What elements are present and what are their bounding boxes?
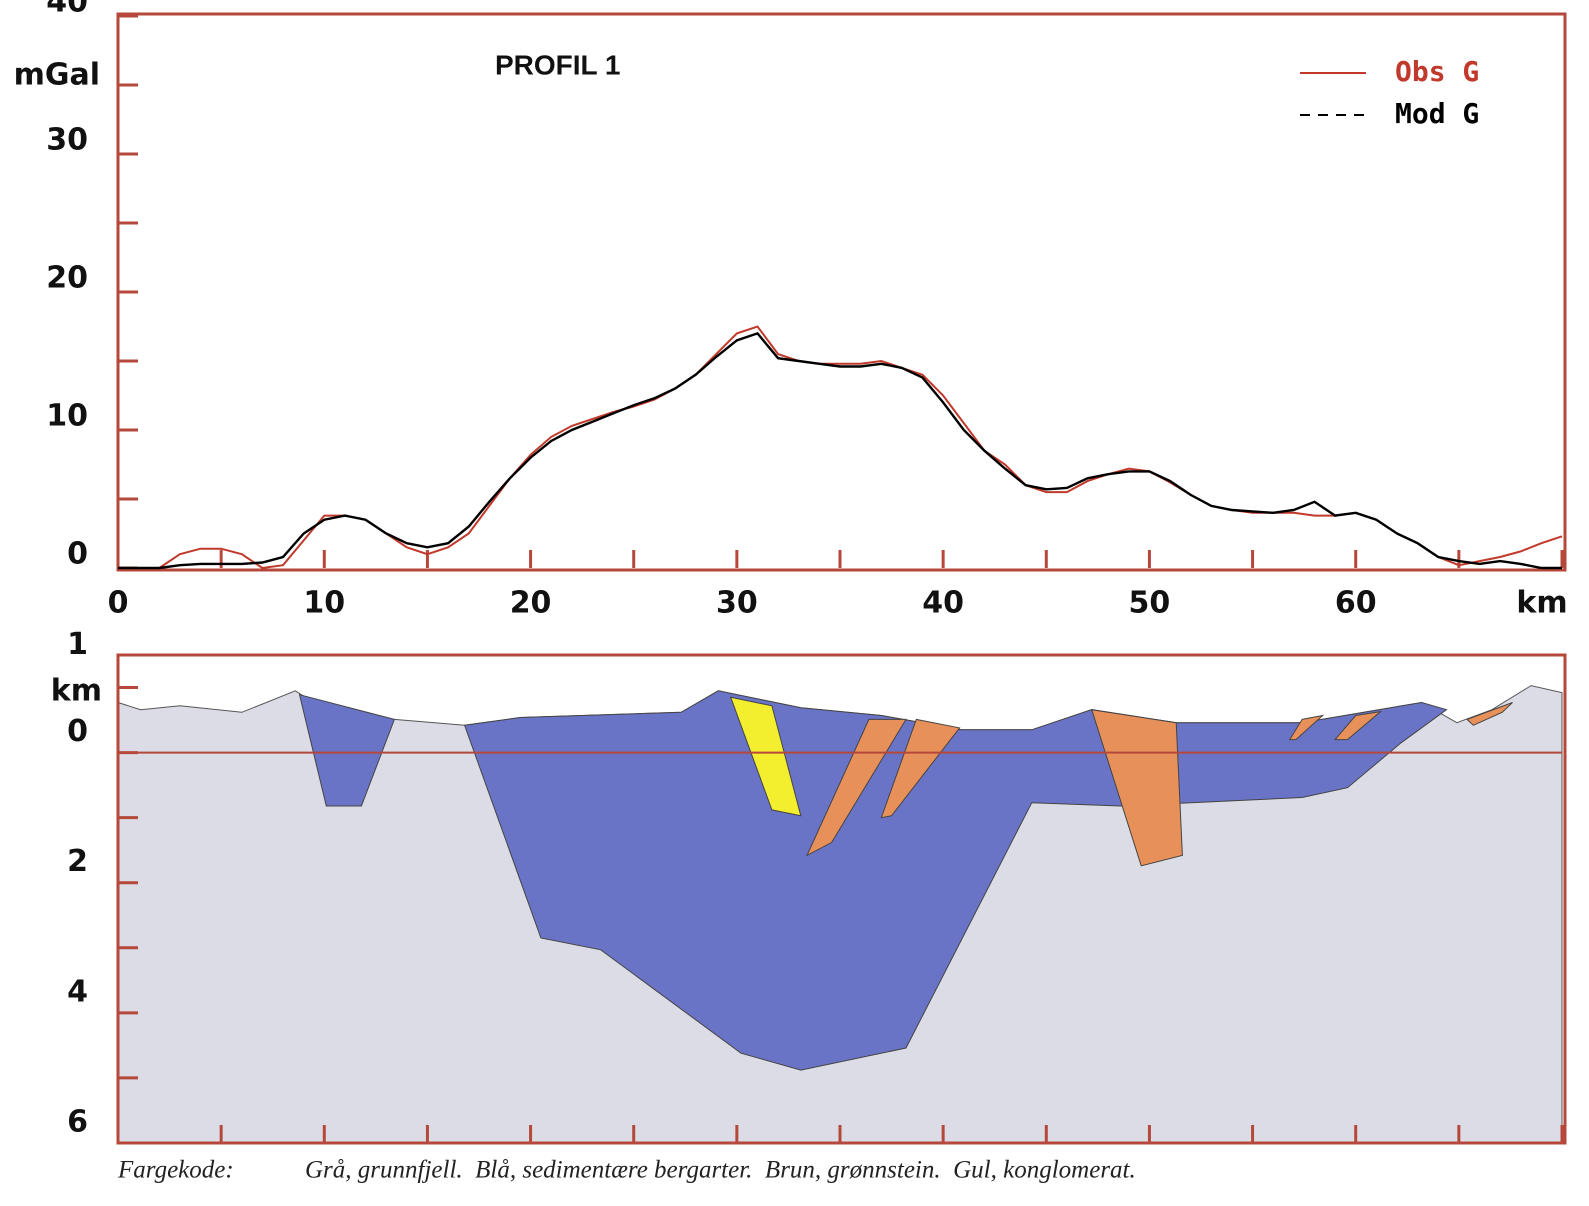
- y-tick-label: 6: [67, 1105, 88, 1140]
- x-tick-label: km: [1516, 586, 1567, 621]
- rock-body: [729, 696, 802, 817]
- y-tick-label: 30: [46, 123, 88, 158]
- rock-body: [298, 694, 396, 807]
- x-tick-label: 10: [303, 586, 345, 621]
- y-tick-label: 4: [67, 974, 88, 1009]
- legend-label: Obs G: [1395, 55, 1479, 88]
- rock-body: [1334, 710, 1383, 741]
- y-tick-label: 40: [46, 0, 88, 20]
- y-tick-label: 10: [46, 399, 88, 434]
- x-tick-label: 50: [1129, 586, 1171, 621]
- rock-body: [463, 690, 1448, 1071]
- y-tick-label: 0: [67, 714, 88, 749]
- y-tick-label: 1: [67, 627, 88, 662]
- series-line: [118, 325, 1563, 570]
- rock-body: [1288, 714, 1325, 741]
- y-axis-label: mGal: [14, 58, 100, 93]
- y-tick-label: 0: [67, 537, 88, 572]
- caption-text: Grå, grunnfjell. Blå, sedimentære bergar…: [305, 1157, 1136, 1184]
- y-tick-label: 20: [46, 261, 88, 296]
- caption-label: Fargekode:: [117, 1157, 234, 1184]
- x-tick-label: 40: [922, 586, 964, 621]
- x-tick-label: 0: [108, 586, 129, 621]
- rock-body: [880, 718, 961, 819]
- x-tick-label: 20: [510, 586, 552, 621]
- x-tick-label: 30: [716, 586, 758, 621]
- chart-title: PROFIL 1: [495, 49, 621, 80]
- legend-label: Mod G: [1395, 97, 1479, 130]
- x-tick-label: 60: [1335, 586, 1377, 621]
- rock-body: [1090, 709, 1183, 867]
- y-tick-label: 2: [67, 844, 88, 879]
- y-axis-label: km: [51, 674, 102, 709]
- rock-body: [1466, 702, 1513, 726]
- series-line: [118, 332, 1562, 570]
- plot-frame: [116, 12, 1567, 572]
